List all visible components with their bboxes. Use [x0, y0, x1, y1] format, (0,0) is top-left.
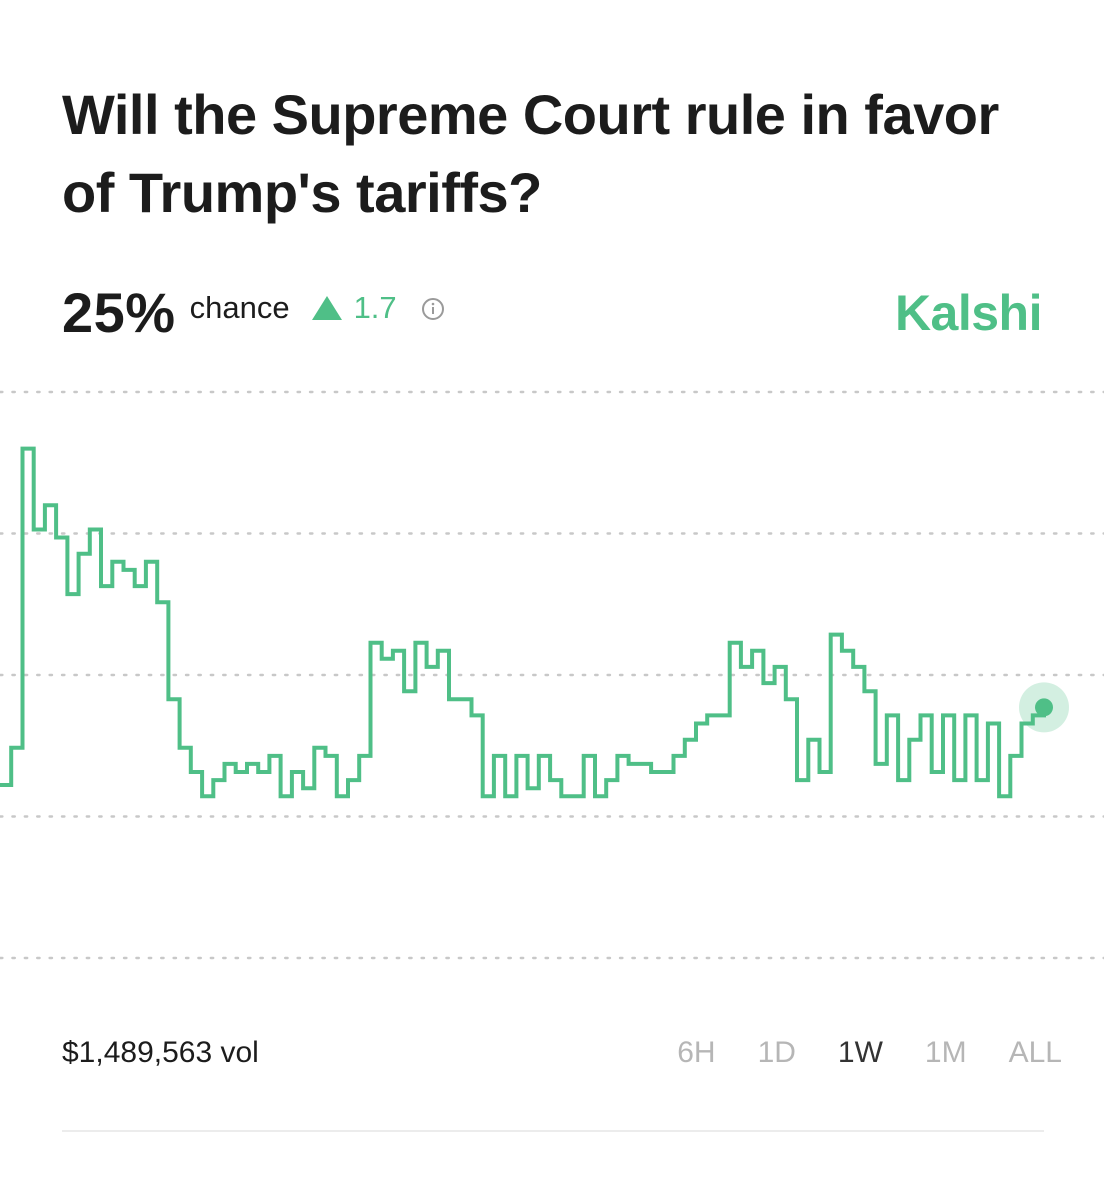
range-1d-button[interactable]: 1D — [757, 1036, 796, 1069]
chance-label: chance — [189, 290, 290, 325]
market-title: Will the Supreme Court rule in favor of … — [62, 83, 999, 224]
info-icon[interactable] — [421, 297, 445, 321]
range-6h-button[interactable]: 6H — [677, 1036, 716, 1069]
chance-unit: % — [125, 280, 176, 344]
price-change: 1.7 — [311, 290, 397, 326]
time-range-selector: 6H 1D 1W 1M ALL — [635, 1036, 1062, 1070]
price-change-value: 1.7 — [353, 290, 397, 325]
chart-current-point — [1019, 682, 1069, 733]
divider — [62, 1130, 1044, 1132]
chart-series — [0, 446, 1046, 799]
brand-logo[interactable]: Kalshi — [894, 285, 1043, 341]
triangle-up-icon — [311, 296, 342, 320]
chart-series-line — [0, 446, 1046, 799]
chance-value: 25 — [62, 280, 126, 344]
chart-footer: $1,489,563 vol 6H 1D 1W 1M ALL — [62, 1030, 1062, 1076]
range-1m-button[interactable]: 1M — [924, 1036, 967, 1069]
volume-label: $1,489,563 vol — [62, 1036, 259, 1069]
current-point-dot — [1035, 698, 1053, 717]
probability-summary: 25% chance 1.7 — [62, 280, 445, 345]
probability-chart[interactable] — [0, 380, 1104, 980]
range-all-button[interactable]: ALL — [1008, 1036, 1062, 1069]
chance-percentage: 25% — [62, 280, 176, 345]
range-1w-button[interactable]: 1W — [837, 1036, 883, 1069]
chart-gridlines — [0, 390, 1104, 960]
